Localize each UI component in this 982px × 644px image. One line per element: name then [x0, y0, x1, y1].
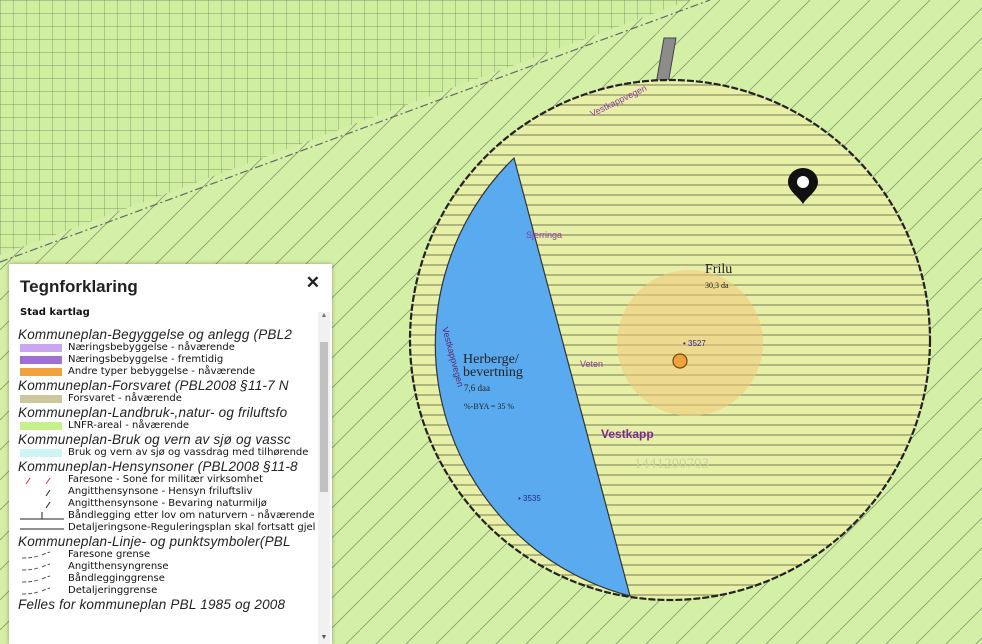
legend-item: Forsvaret - nåværende — [18, 393, 316, 405]
herberge-area: 7,6 daa — [464, 383, 490, 393]
legend-item: Angitthensyngrense — [18, 561, 316, 573]
legend-group-heading: Kommuneplan-Bruk og vern av sjø og vassc — [18, 432, 291, 447]
scroll-thumb[interactable] — [320, 342, 328, 492]
legend-symbol — [20, 550, 64, 560]
legend-group-heading: Kommuneplan-Landbruk-,natur- og frilufts… — [18, 405, 288, 420]
legend-item-label: Detaljeringgrense — [68, 585, 158, 596]
legend-item: Faresone grense — [18, 549, 316, 561]
building-marker[interactable] — [672, 353, 688, 369]
legend-item-label: Detaljeringsone-Reguleringsplan skal for… — [68, 522, 316, 533]
legend-item-label: Andre typer bebyggelse - nåværende — [68, 366, 256, 377]
scroll-up-icon[interactable]: ▲ — [320, 312, 328, 319]
legend-symbol — [20, 421, 64, 431]
legend-symbol — [20, 574, 64, 584]
property-id-label: 1441200703 — [634, 456, 709, 472]
legend-item-label: LNFR-areal - nåværende — [68, 420, 190, 431]
point-3535: • 3535 — [518, 494, 541, 503]
legend-scrollbar[interactable]: ▲ ▼ — [318, 312, 330, 644]
legend-item: Faresone - Sone for militær virksomhet — [18, 474, 316, 486]
herberge-zone — [434, 156, 631, 597]
zone-boundary-line — [0, 0, 711, 263]
location-pin-icon[interactable] — [788, 168, 818, 204]
legend-symbol — [20, 367, 64, 377]
legend-symbol — [20, 343, 64, 353]
legend-item-label: Båndlegginggrense — [68, 573, 165, 584]
legend-list: Kommuneplan-Begyggelse og anlegg (PBL2 Næ… — [18, 327, 316, 644]
legend-item: Detaljeringgrense — [18, 585, 316, 597]
legend-symbol — [20, 487, 64, 497]
legend-title: Tegnforklaring — [20, 277, 138, 296]
legend-symbol — [20, 448, 64, 458]
legend-item: Andre typer bebyggelse - nåværende — [18, 366, 316, 378]
plan-circle-outline — [408, 78, 932, 602]
legend-item-label: Faresone - Sone for militær virksomhet — [68, 474, 264, 485]
legend-item-label: Bruk og vern av sjø og vassdrag med tilh… — [68, 447, 309, 458]
legend-group-heading: Felles for kommuneplan PBL 1985 og 2008 — [18, 597, 286, 612]
legend-symbol — [20, 394, 64, 404]
legend-symbol — [20, 511, 64, 521]
legend-symbol — [20, 562, 64, 572]
legend-header: Tegnforklaring ✕ — [9, 264, 332, 306]
legend-item: LNFR-areal - nåværende — [18, 420, 316, 432]
legend-symbol — [20, 475, 64, 485]
legend-group-heading: Kommuneplan-Begyggelse og anlegg (PBL2 — [18, 327, 293, 342]
legend-item-label: Angitthensynsone - Bevaring naturmiljø — [68, 498, 267, 509]
frilu-label: Frilu — [705, 262, 732, 277]
legend-panel: Tegnforklaring ✕ Stad kartlag Kommunepla… — [9, 264, 332, 644]
herberge-bya: %-BYA = 35 % — [464, 402, 514, 411]
legend-item: Næringsbebyggelse - fremtidig — [18, 354, 316, 366]
legend-symbol — [20, 523, 64, 533]
legend-item-label: Næringsbebyggelse - nåværende — [68, 342, 235, 353]
vestkapp-label: Vestkapp — [601, 427, 654, 441]
herberge-label-2: bevertning — [463, 365, 523, 380]
scroll-down-icon[interactable]: ▼ — [320, 634, 328, 641]
legend-item-label: Næringsbebyggelse - fremtidig — [68, 354, 224, 365]
legend-item: Angitthensynsone - Bevaring naturmiljø — [18, 498, 316, 510]
legend-item: Båndlegging etter lov om naturvern - nåv… — [18, 510, 316, 522]
close-icon[interactable]: ✕ — [305, 273, 320, 292]
herberge-label-1: Herberge/ — [463, 352, 519, 367]
frilu-area: 30,3 da — [705, 281, 729, 290]
legend-item-label: Angitthensyngrense — [68, 561, 169, 572]
legend-symbol — [20, 586, 64, 596]
legend-layer-heading: Stad kartlag — [20, 307, 90, 318]
legend-symbol — [20, 355, 64, 365]
legend-item: Bruk og vern av sjø og vassdrag med tilh… — [18, 447, 316, 459]
legend-group-heading: Kommuneplan-Forsvaret (PBL2008 §11-7 N — [18, 378, 289, 393]
military-zone-grid — [0, 0, 690, 255]
legend-group-heading: Kommuneplan-Hensynsoner (PBL2008 §11-8 — [18, 459, 298, 474]
legend-item-label: Båndlegging etter lov om naturvern - nåv… — [68, 510, 315, 521]
legend-symbol — [20, 499, 64, 509]
legend-item-label: Angitthensynsone - Hensyn friluftsliv — [68, 486, 253, 497]
road-label-sjerringa: Sjerringa — [526, 230, 562, 240]
legend-item: Næringsbebyggelse - nåværende — [18, 342, 316, 354]
road-label-veten: Veten — [580, 359, 603, 369]
legend-item: Båndlegginggrense — [18, 573, 316, 585]
point-3527: • 3527 — [683, 339, 706, 348]
legend-group-heading: Kommuneplan-Linje- og punktsymboler(PBL — [18, 534, 291, 549]
legend-item: Angitthensynsone - Hensyn friluftsliv — [18, 486, 316, 498]
legend-item: Detaljeringsone-Reguleringsplan skal for… — [18, 522, 316, 534]
legend-item-label: Forsvaret - nåværende — [68, 393, 182, 404]
buffer-zone — [617, 270, 763, 416]
legend-item-label: Faresone grense — [68, 549, 151, 560]
